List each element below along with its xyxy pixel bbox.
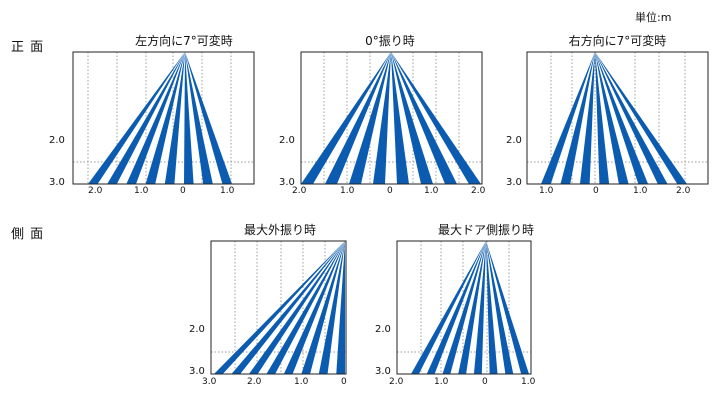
beam-pattern-diagram bbox=[72, 51, 255, 185]
panel-title: 最大ドア側振り時 bbox=[437, 223, 534, 237]
x-tick: 0 bbox=[482, 377, 488, 387]
x-tick: 1.0 bbox=[134, 186, 149, 196]
beam-segment bbox=[325, 52, 391, 184]
x-tick: 2.0 bbox=[292, 186, 307, 196]
x-tick: 0 bbox=[341, 377, 347, 387]
front-view-label: 正 面 bbox=[11, 40, 45, 55]
x-tick: 1.0 bbox=[340, 186, 355, 196]
x-tick: 0 bbox=[180, 186, 186, 196]
x-tick: 2.0 bbox=[389, 377, 404, 387]
y-tick: 2.0 bbox=[49, 135, 65, 146]
x-tick: 1.0 bbox=[424, 186, 439, 196]
y-tick: 3.0 bbox=[506, 177, 522, 188]
beam-segment bbox=[301, 52, 391, 184]
x-tick: 1.0 bbox=[220, 186, 235, 196]
beam-segment bbox=[185, 52, 213, 184]
x-tick: 1.0 bbox=[434, 377, 449, 387]
x-tick: 2.0 bbox=[676, 186, 691, 196]
beam-segment bbox=[184, 52, 194, 184]
beam-segment bbox=[231, 241, 345, 374]
x-tick: 1.0 bbox=[539, 186, 554, 196]
beam-segment bbox=[486, 241, 498, 374]
y-tick: 3.0 bbox=[49, 177, 65, 188]
beam-segment bbox=[88, 52, 185, 184]
y-tick: 3.0 bbox=[375, 366, 391, 377]
y-tick: 2.0 bbox=[279, 135, 295, 146]
y-tick: 2.0 bbox=[189, 324, 205, 335]
beam-pattern-diagram bbox=[396, 240, 532, 375]
y-tick: 3.0 bbox=[189, 366, 205, 377]
beam-segment bbox=[442, 241, 486, 374]
y-tick: 3.0 bbox=[279, 177, 295, 188]
panel-frame bbox=[210, 240, 347, 375]
beam-segment bbox=[473, 241, 486, 374]
x-tick: 2.0 bbox=[247, 377, 262, 387]
x-tick: 0 bbox=[387, 186, 393, 196]
x-tick: 2.0 bbox=[471, 186, 486, 196]
x-tick: 1.0 bbox=[294, 377, 309, 387]
beam-segment bbox=[411, 241, 486, 374]
x-tick: 0 bbox=[593, 186, 599, 196]
y-tick: 2.0 bbox=[506, 135, 522, 146]
panel-frame bbox=[72, 51, 255, 185]
panel-frame bbox=[526, 51, 709, 185]
beam-segment bbox=[391, 52, 433, 184]
x-tick: 3.0 bbox=[202, 377, 217, 387]
beam-segment bbox=[391, 52, 457, 184]
beam-segment bbox=[391, 52, 481, 184]
y-tick: 2.0 bbox=[375, 324, 391, 335]
beam-segment bbox=[349, 52, 391, 184]
beam-pattern-diagram bbox=[210, 240, 347, 375]
beam-pattern-diagram bbox=[526, 51, 709, 185]
unit-label: 単位:m bbox=[635, 11, 672, 24]
beam-segment bbox=[541, 52, 595, 184]
x-tick: 1.0 bbox=[521, 377, 536, 387]
panel-title: 最大外振り時 bbox=[243, 223, 316, 237]
beam-segment bbox=[373, 52, 391, 184]
panel-title: 右方向に7°可変時 bbox=[568, 34, 667, 48]
beam-segment bbox=[595, 52, 610, 184]
x-tick: 2.0 bbox=[88, 186, 103, 196]
side-view-label: 側 面 bbox=[11, 227, 45, 242]
panel-frame bbox=[300, 51, 483, 185]
beam-segment bbox=[126, 52, 185, 184]
beam-segment bbox=[595, 52, 687, 184]
beam-segment bbox=[486, 241, 529, 374]
beam-segment bbox=[595, 52, 649, 184]
beam-segment bbox=[214, 241, 345, 374]
beam-segment bbox=[579, 52, 595, 184]
beam-segment bbox=[391, 52, 409, 184]
beam-segment bbox=[185, 52, 232, 184]
x-tick: 1.0 bbox=[633, 186, 648, 196]
panel-title: 左方向に7°可変時 bbox=[135, 34, 233, 48]
beam-pattern-diagram bbox=[300, 51, 483, 185]
panel-frame bbox=[396, 240, 532, 375]
beam-segment bbox=[336, 241, 345, 374]
beam-segment bbox=[318, 241, 345, 374]
beam-segment bbox=[248, 241, 345, 374]
panel-title: 0°振り時 bbox=[365, 34, 415, 48]
